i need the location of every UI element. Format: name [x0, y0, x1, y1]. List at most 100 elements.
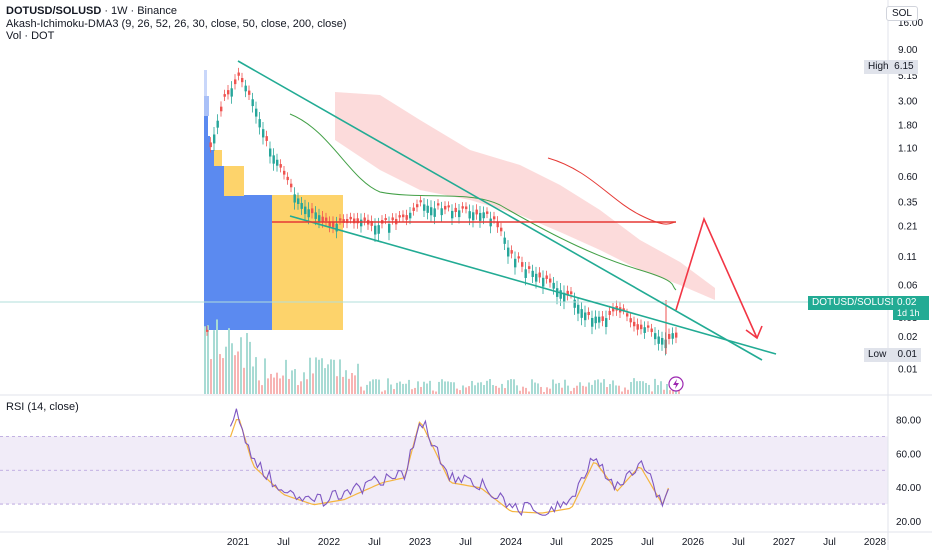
candle-body: [363, 217, 366, 221]
candle-body: [598, 316, 601, 323]
candle-body: [507, 247, 510, 257]
volume-bar: [462, 385, 464, 394]
candle-body: [521, 262, 524, 267]
volume-bar: [345, 370, 347, 394]
volume-bar: [336, 376, 338, 394]
candle-body: [300, 202, 303, 209]
candle-body: [647, 325, 650, 328]
candle-body: [272, 155, 275, 164]
candle-body: [468, 211, 471, 219]
candle-body: [339, 218, 342, 221]
candle-body: [440, 208, 443, 216]
candle-body: [552, 282, 555, 289]
volume-bar: [324, 368, 326, 394]
candle-body: [563, 292, 566, 302]
volume-bar: [237, 351, 239, 394]
volume-bar: [579, 382, 581, 394]
price-tick-label: 0.60: [898, 172, 918, 183]
volume-bar: [588, 382, 590, 394]
volume-bar: [651, 391, 653, 394]
candle-body: [335, 223, 338, 232]
volume-bar: [630, 382, 632, 394]
candle-body: [384, 218, 387, 221]
candle-body: [668, 334, 671, 339]
candle-body: [524, 269, 527, 278]
rsi-tick-label: 60.00: [896, 449, 921, 460]
price-tick-label: 5.15: [898, 71, 918, 82]
volume-bar: [576, 385, 578, 394]
candle-body: [374, 225, 377, 235]
currency-unit[interactable]: SOL: [885, 6, 918, 21]
volume-bar: [225, 346, 227, 394]
volume-bar: [537, 383, 539, 394]
volume-bar: [447, 381, 449, 394]
volume-bar: [372, 379, 374, 394]
candle-body: [640, 324, 643, 330]
candle-body: [356, 218, 359, 224]
rsi-tick-label: 20.00: [896, 517, 921, 528]
volume-bar: [459, 390, 461, 394]
volume-bar: [285, 359, 287, 394]
candle-body: [510, 250, 513, 254]
candle-body: [213, 134, 216, 144]
chart-title: DOTUSD/SOLUSD · 1W · Binance: [6, 5, 177, 17]
candle-body: [206, 329, 209, 332]
candle-body: [255, 108, 258, 117]
candle-body: [629, 318, 632, 323]
price-tick-label: 0.35: [898, 197, 918, 208]
candle-body: [332, 222, 335, 228]
price-tick-label: 0.21: [898, 221, 918, 232]
rsi-legend[interactable]: RSI (14, close): [6, 401, 79, 413]
volume-bar: [504, 388, 506, 394]
price-tick-label: 0.01: [898, 364, 918, 375]
candle-body: [391, 217, 394, 221]
candle-body: [577, 304, 580, 314]
candle-body: [262, 129, 265, 138]
price-tick-label: 1.80: [898, 121, 918, 132]
candle-body: [405, 215, 408, 220]
price-pane[interactable]: [0, 60, 888, 394]
volume-bar: [270, 373, 272, 394]
last-price-tag: 0.02: [893, 296, 929, 309]
candle-body: [661, 338, 664, 345]
volume-bar: [357, 363, 359, 394]
volume-profile-bar: [204, 70, 207, 96]
indicator-legend[interactable]: Akash-Ichimoku-DMA3 (9, 26, 52, 26, 30, …: [6, 18, 347, 30]
volume-bar: [210, 359, 212, 394]
volume-bar: [375, 379, 377, 394]
rsi-pane[interactable]: [0, 408, 888, 517]
candle-body: [472, 212, 475, 221]
volume-bar: [294, 369, 296, 394]
volume-bar: [594, 380, 596, 394]
candle-body: [227, 90, 230, 95]
volume-bar: [381, 391, 383, 394]
candle-body: [321, 216, 324, 223]
volume-bar: [570, 391, 572, 394]
volume-bar: [657, 385, 659, 394]
candle-body: [342, 219, 345, 223]
volume-bar: [420, 386, 422, 394]
volume-bar: [555, 383, 557, 394]
volume-bar: [327, 364, 329, 394]
candle-body: [220, 106, 223, 112]
volume-bar: [423, 381, 425, 394]
volume-bar: [282, 375, 284, 394]
volume-bar: [492, 385, 494, 394]
volume-bar: [444, 381, 446, 394]
candle-body: [570, 291, 573, 295]
candle-body: [612, 307, 615, 312]
candle-body: [549, 278, 552, 283]
symbol-name: DOTUSD/SOLUSD: [6, 5, 102, 17]
volume-bar: [309, 357, 311, 394]
price-tick-label: 1.10: [898, 144, 918, 155]
volume-profile-bar: [204, 96, 209, 116]
volume-bar: [402, 383, 404, 394]
volume-bar: [558, 382, 560, 394]
candle-body: [370, 220, 373, 226]
candle-body: [265, 136, 268, 141]
volume-bar: [252, 366, 254, 394]
time-tick-label: 2023: [409, 537, 432, 548]
volume-legend[interactable]: Vol · DOT: [6, 30, 55, 42]
candle-body: [514, 258, 517, 268]
